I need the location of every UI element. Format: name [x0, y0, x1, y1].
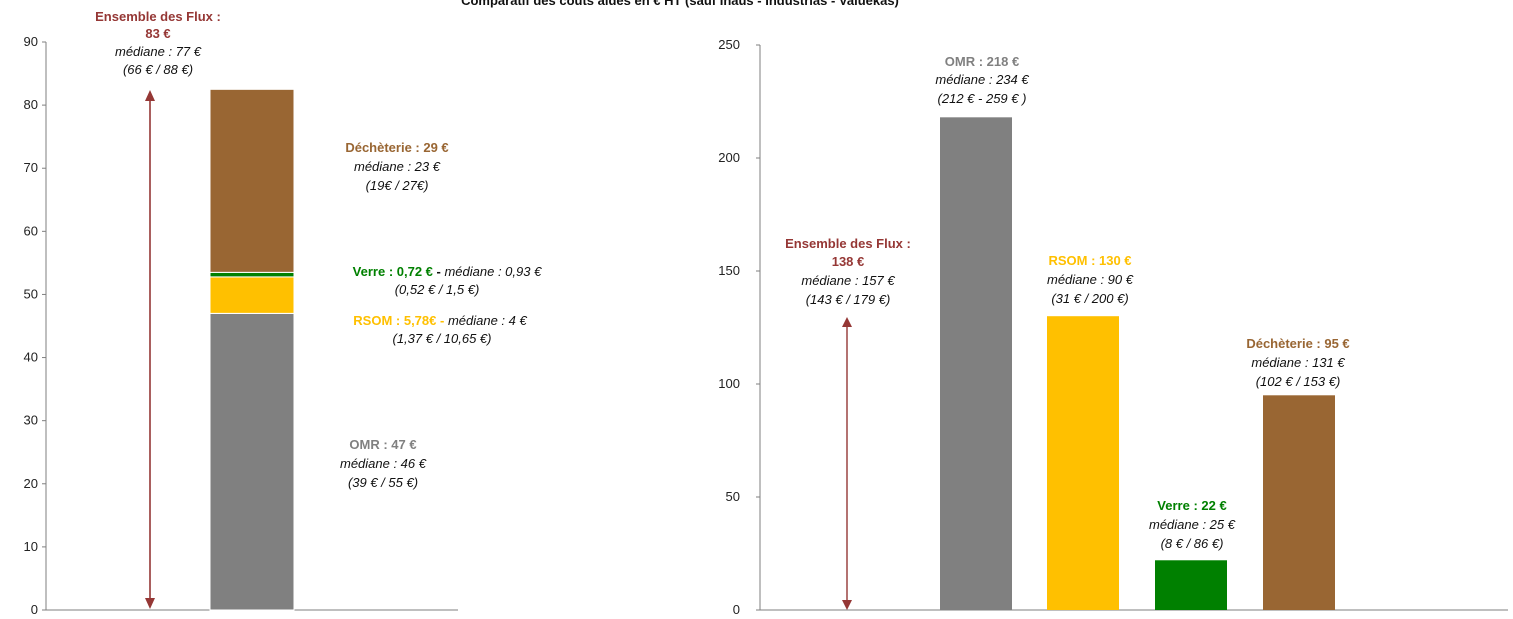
right-y-tick-label: 150: [718, 263, 740, 278]
right-arrow-head-bottom: [842, 600, 852, 610]
left-rsom-median: médiane : 4 €: [448, 313, 528, 328]
left-y-tick-label: 80: [24, 97, 38, 112]
right-decheterie-title: Déchèterie : 95 €: [1246, 336, 1349, 351]
left-y-tick-label: 10: [24, 539, 38, 554]
left-omr-annotation: OMR : 47 € médiane : 46 € (39 € / 55 €): [340, 437, 427, 490]
left-decheterie-median: médiane : 23 €: [354, 159, 441, 174]
left-y-tick-label: 50: [24, 286, 38, 301]
left-decheterie-annotation: Déchèterie : 29 € médiane : 23 € (19€ / …: [345, 140, 448, 193]
right-y-tick-label: 200: [718, 150, 740, 165]
left-y-tick-label: 90: [24, 34, 38, 49]
left-y-tick-label: 20: [24, 476, 38, 491]
right-omr-annotation: OMR : 218 € médiane : 234 € (212 € - 259…: [935, 54, 1029, 106]
right-y-ticks: 0 50 100 150 200 250: [718, 37, 760, 617]
left-rsom-title: RSOM : 5,78€: [353, 313, 436, 328]
right-omr-median: médiane : 234 €: [935, 72, 1029, 87]
left-bar-segment-omr: [209, 312, 295, 611]
left-y-tick-label: 30: [24, 413, 38, 428]
right-omr-title: OMR : 218 €: [945, 54, 1019, 69]
left-arrow-head-bottom: [145, 598, 155, 609]
right-rsom-title: RSOM : 130 €: [1048, 253, 1131, 268]
right-decheterie-median: médiane : 131 €: [1251, 355, 1345, 370]
left-decheterie-title: Déchèterie : 29 €: [345, 140, 448, 155]
left-y-ticks: 0 10 20 30 40 50 60 70 80 90: [24, 34, 46, 617]
left-total-range: (66 € / 88 €): [123, 62, 193, 77]
left-omr-range: (39 € / 55 €): [348, 475, 418, 490]
right-chart: 0 50 100 150 200 250 Ensemble des Flux : 138 …: [718, 37, 1508, 617]
left-verre-annotation: Verre : 0,72 € - médiane : 0,93 € (0,52 …: [353, 264, 542, 297]
left-rsom-annotation: RSOM : 5,78€ - médiane : 4 € (1,37 € / 1…: [353, 313, 527, 346]
left-verre-sep: -: [433, 264, 445, 279]
left-rsom-sep: -: [436, 313, 448, 328]
right-y-tick-label: 100: [718, 376, 740, 391]
right-decheterie-annotation: Déchèterie : 95 € médiane : 131 € (102 €…: [1246, 336, 1349, 389]
left-bar-segment-dchterie: [209, 88, 295, 273]
right-bars: [940, 117, 1335, 610]
right-y-tick-label: 0: [733, 602, 740, 614]
right-bar-verre: [1155, 560, 1227, 610]
left-total-median: médiane : 77 €: [115, 44, 202, 59]
right-omr-range: (212 € - 259 € ): [938, 91, 1027, 106]
left-decheterie-range: (19€ / 27€): [366, 178, 429, 193]
left-chart: 0 10 20 30 40 50 60 70 80 90 Ensemble des Flux : …: [24, 9, 543, 617]
right-total-annotation: Ensemble des Flux : 138 € médiane : 157 …: [785, 236, 911, 307]
left-y-tick-label: 70: [24, 160, 38, 175]
right-bar-rsom: [1047, 316, 1119, 610]
right-rsom-range: (31 € / 200 €): [1051, 291, 1128, 306]
right-bar-omr: [940, 117, 1012, 610]
left-total-value: 83 €: [145, 26, 170, 41]
left-verre-title: Verre : 0,72 €: [353, 264, 433, 279]
left-bar-segment-rsom: [209, 276, 295, 314]
right-total-value: 138 €: [832, 254, 865, 269]
left-verre-line: Verre : 0,72 € - médiane : 0,93 €: [353, 264, 542, 279]
right-arrow-head-top: [842, 317, 852, 327]
left-verre-median: médiane : 0,93 €: [444, 264, 542, 279]
right-rsom-annotation: RSOM : 130 € médiane : 90 € (31 € / 200 …: [1047, 253, 1134, 306]
left-arrow-head-top: [145, 90, 155, 101]
right-verre-range: (8 € / 86 €): [1161, 536, 1224, 551]
left-total-title: Ensemble des Flux :: [95, 9, 221, 24]
left-y-tick-label: 60: [24, 223, 38, 238]
left-omr-median: médiane : 46 €: [340, 456, 427, 471]
right-total-title: Ensemble des Flux :: [785, 236, 911, 251]
left-y-tick-label: 0: [31, 602, 38, 614]
left-stacked-bar: [209, 88, 295, 611]
page-title: Comparatif des coûts aidés en € HT (sauf…: [461, 0, 899, 8]
left-rsom-line: RSOM : 5,78€ - médiane : 4 €: [353, 313, 527, 328]
left-total-annotation: Ensemble des Flux : 83 € médiane : 77 € …: [95, 9, 221, 77]
left-rsom-range: (1,37 € / 10,65 €): [392, 331, 491, 346]
left-verre-range: (0,52 € / 1,5 €): [395, 282, 480, 297]
left-total-arrow: [145, 90, 155, 609]
right-verre-median: médiane : 25 €: [1149, 517, 1236, 532]
right-bar-dchterie: [1263, 395, 1335, 610]
right-verre-annotation: Verre : 22 € médiane : 25 € (8 € / 86 €): [1149, 498, 1236, 551]
right-y-tick-label: 50: [726, 489, 740, 504]
left-omr-title: OMR : 47 €: [349, 437, 416, 452]
right-total-range: (143 € / 179 €): [806, 292, 891, 307]
left-bar-segment-verre: [209, 271, 295, 278]
left-y-tick-label: 40: [24, 350, 38, 365]
right-rsom-median: médiane : 90 €: [1047, 272, 1134, 287]
right-verre-title: Verre : 22 €: [1157, 498, 1226, 513]
right-decheterie-range: (102 € / 153 €): [1256, 374, 1341, 389]
right-total-median: médiane : 157 €: [801, 273, 895, 288]
right-y-tick-label: 250: [718, 37, 740, 52]
right-total-arrow: [842, 317, 852, 610]
